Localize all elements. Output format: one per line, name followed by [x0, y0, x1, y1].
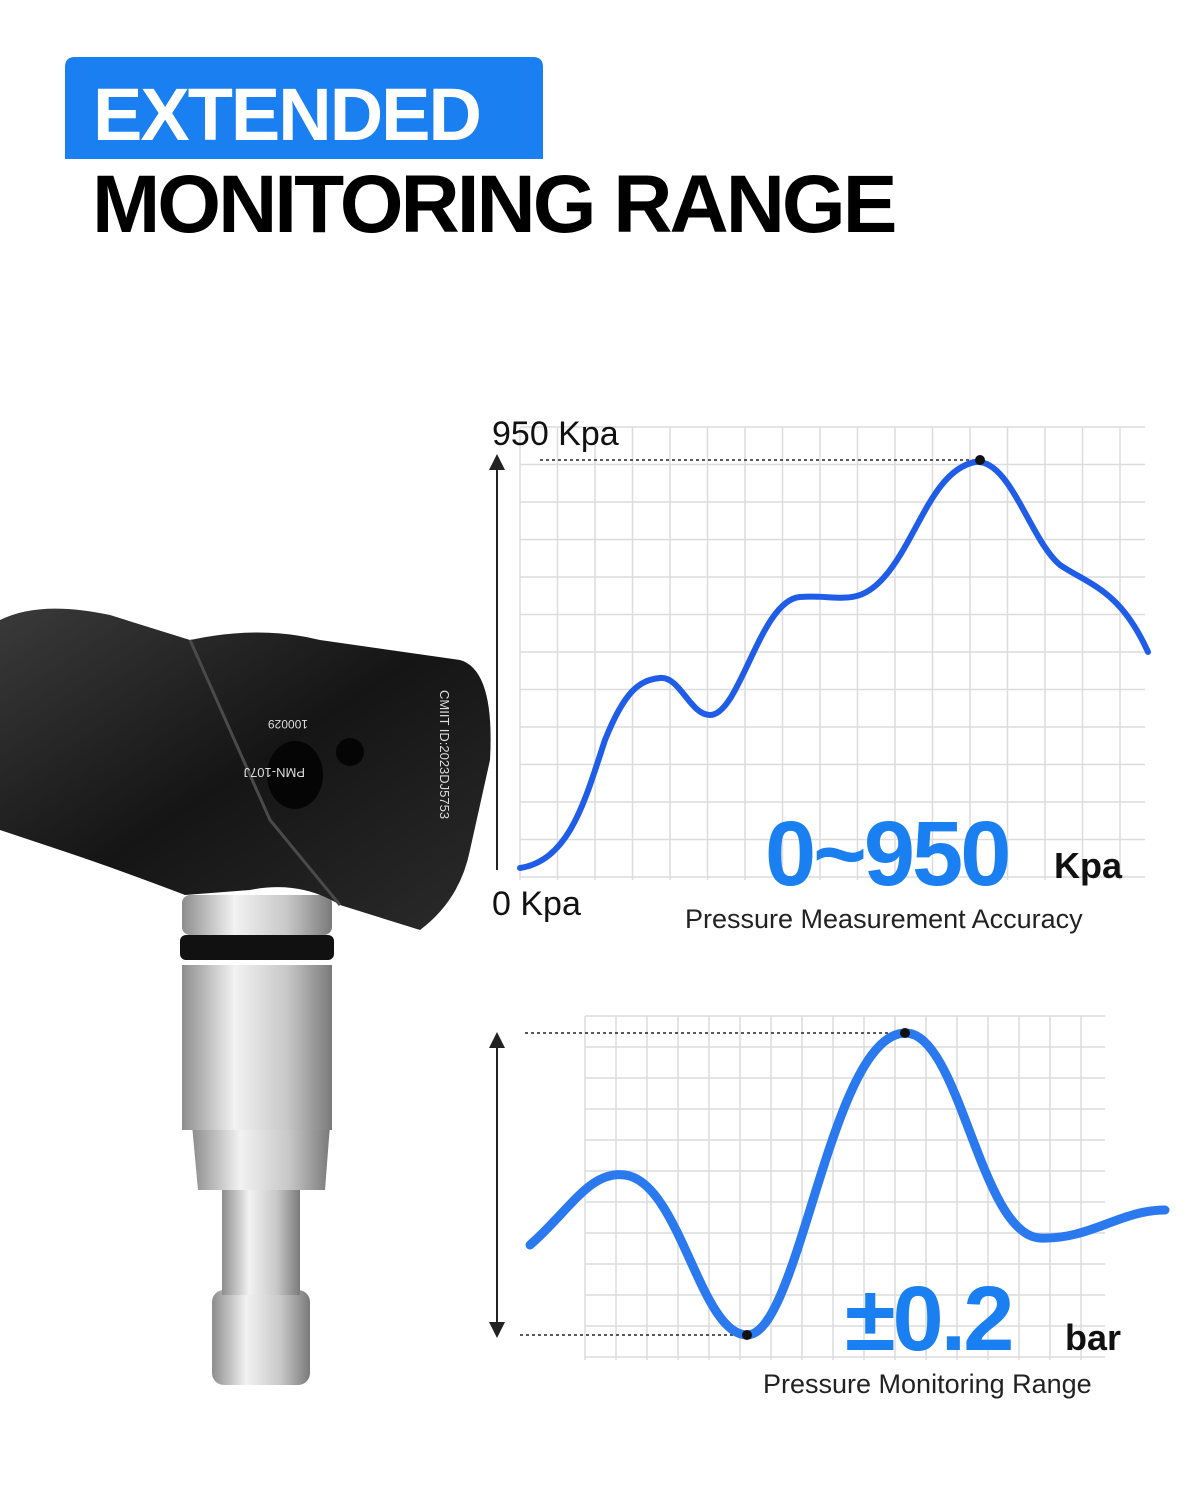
unit: bar: [1065, 1317, 1121, 1358]
axis-label: 0 Kpa: [492, 885, 581, 923]
headline: 0~950: [765, 803, 1008, 905]
headline: ±0.2: [845, 1268, 1011, 1370]
caption: Pressure Measurement Accuracy: [685, 904, 1083, 934]
sensor-label: PMN-107J: [244, 765, 305, 780]
unit: Kpa: [1054, 845, 1123, 886]
trough-dot: [742, 1330, 752, 1340]
grid: [519, 426, 1145, 880]
header-tag: EXTENDED: [93, 73, 480, 156]
header-title: MONITORING RANGE: [92, 159, 895, 250]
caption: Pressure Monitoring Range: [763, 1369, 1092, 1399]
sensor-label: 100029: [268, 717, 308, 731]
sensor-label: CMIIT ID:2023DJ5753: [437, 690, 452, 819]
curve: [517, 458, 1151, 871]
peak-dot: [900, 1028, 910, 1038]
axis-label: 950 Kpa: [492, 415, 619, 453]
sensor: CMIIT ID:2023DJ5753 100029 PMN-107J: [0, 608, 491, 1385]
peak-dot: [975, 455, 985, 465]
curve: [525, 1028, 1170, 1340]
header-badge: [65, 57, 543, 159]
